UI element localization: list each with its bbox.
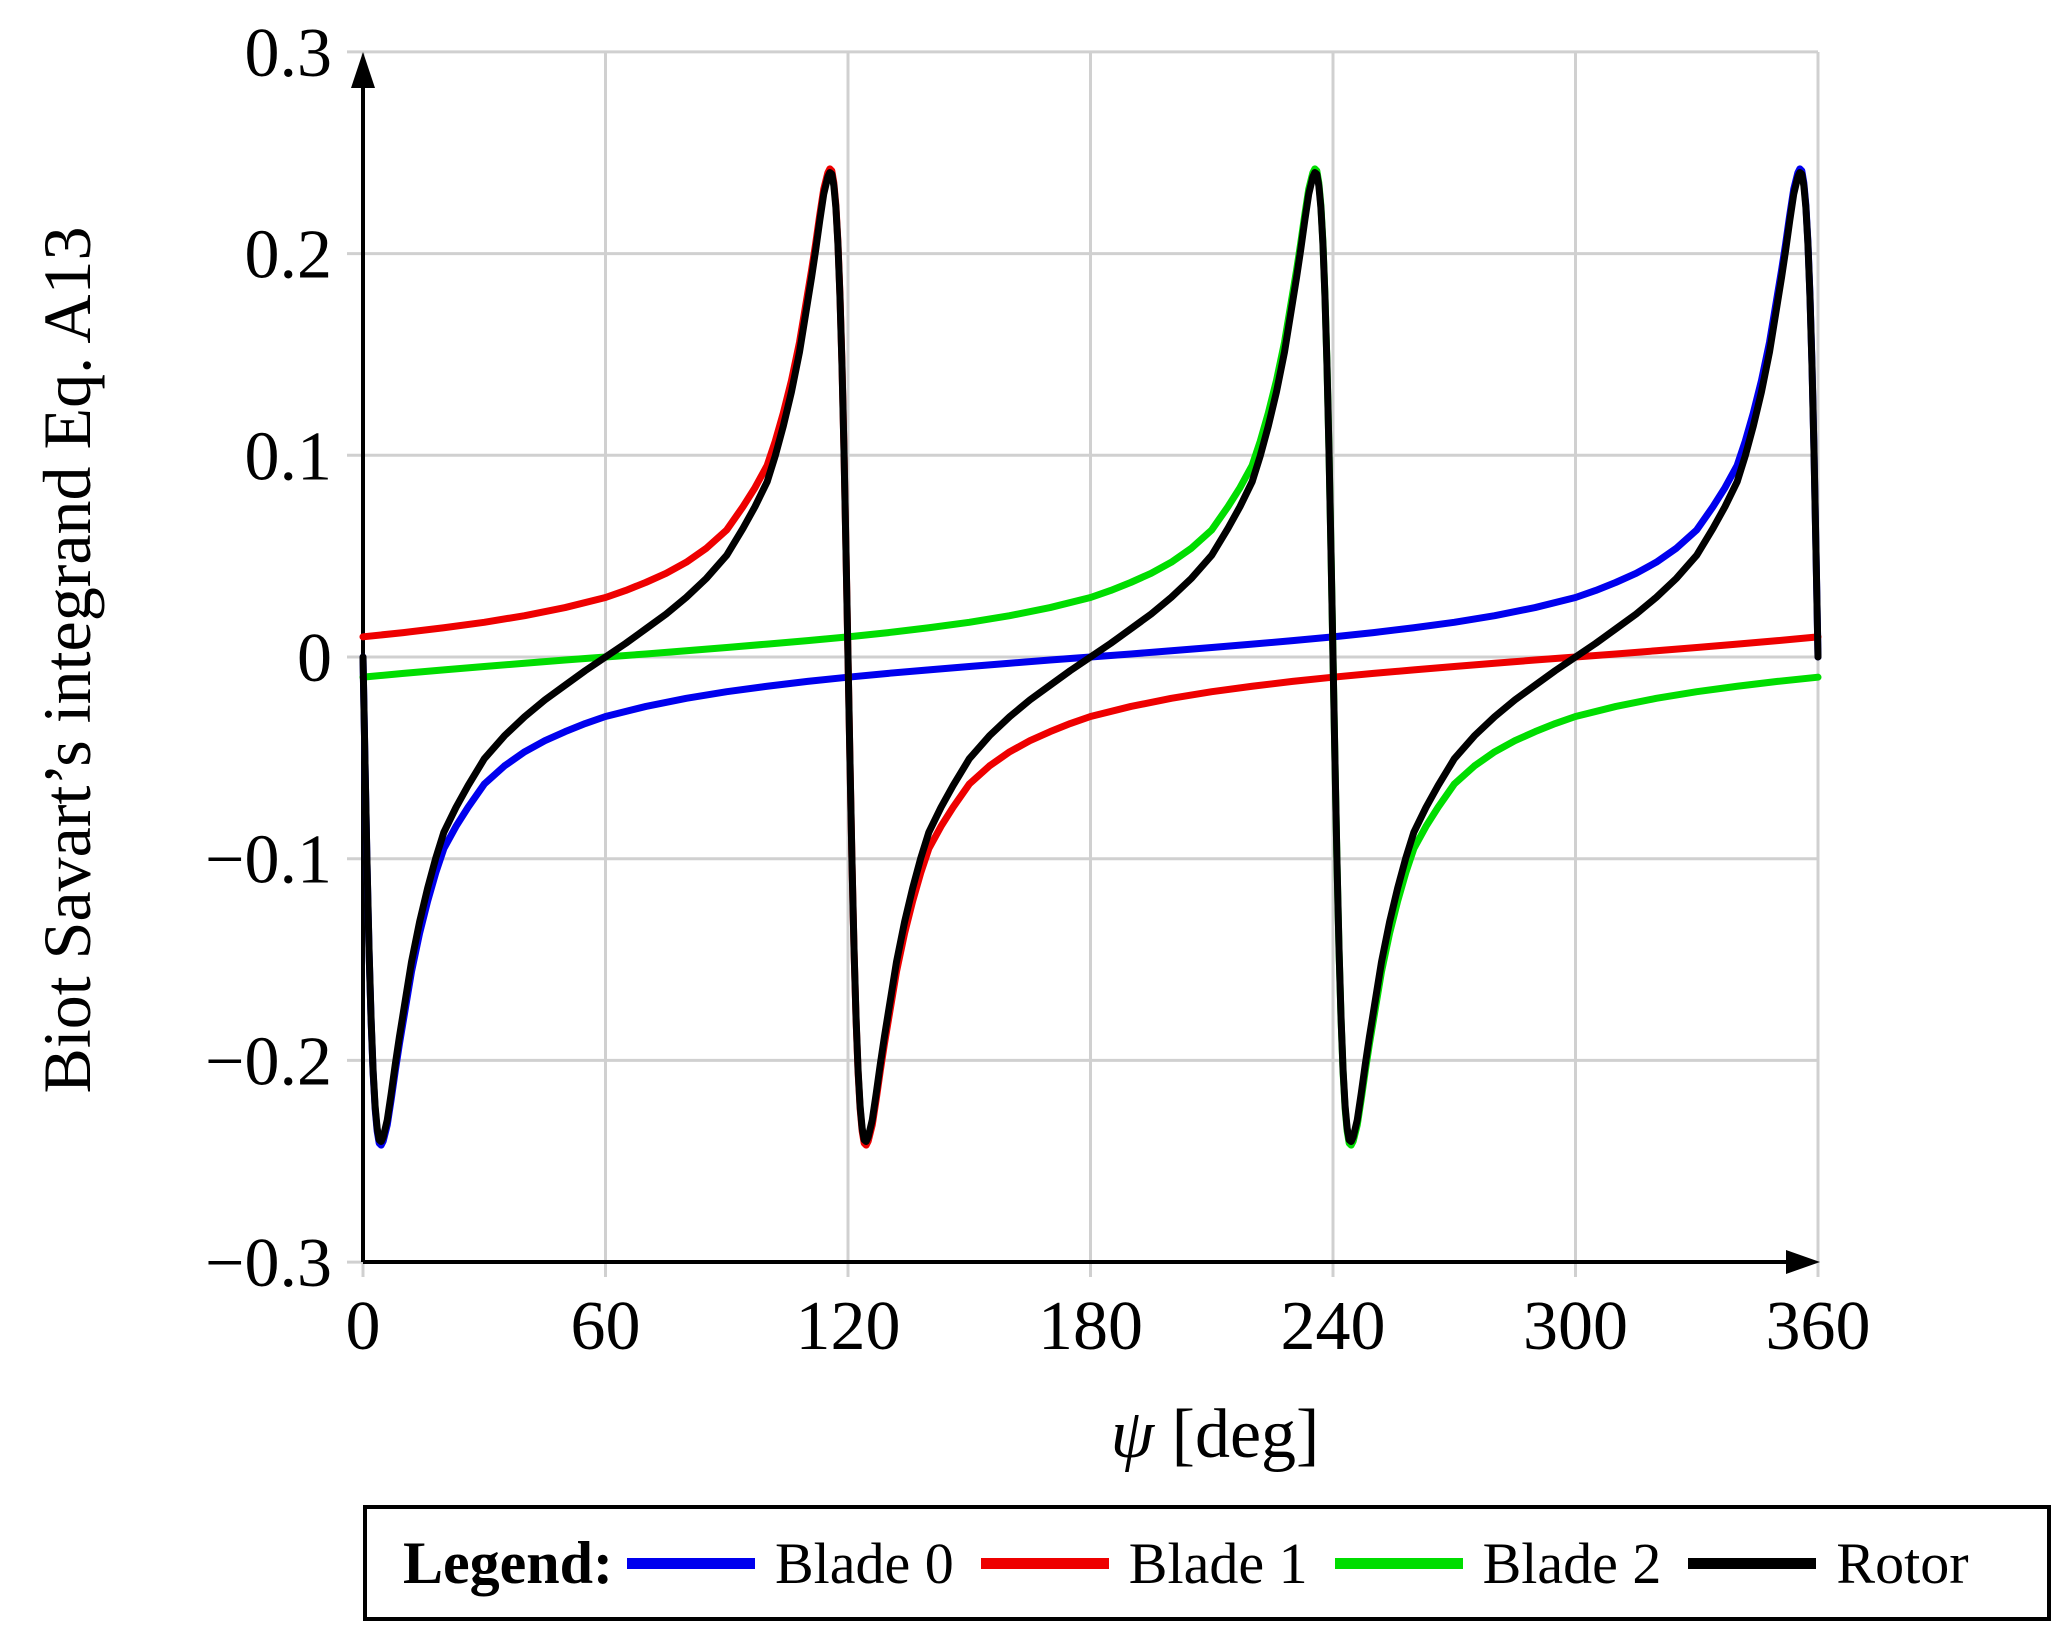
legend-line-sample [1334,1557,1463,1569]
y-tick-label: 0.2 [245,217,333,294]
y-tick-label: −0.3 [205,1225,332,1302]
legend-box: Legend: Blade 0 Blade 1 Blade 2 Rotor [363,1505,2051,1621]
series-line-rotor [359,169,1822,1145]
legend-item-label: Blade 2 [1482,1530,1662,1596]
y-axis-title: Biot Savart’s integrand Eq. A13 [29,227,105,1094]
legend-item-label: Rotor [1836,1530,1969,1596]
y-tick-label: −0.2 [205,1023,332,1100]
y-tick-label: −0.1 [205,822,332,899]
x-tick-label: 60 [571,1288,641,1365]
legend-item-label: Blade 1 [1128,1530,1308,1596]
x-tick-label: 120 [796,1288,901,1365]
x-tick-label: 360 [1766,1288,1871,1365]
legend-line-sample [627,1557,755,1569]
x-tick-label: 180 [1038,1288,1143,1365]
legend-item: Blade 0 [627,1530,954,1597]
legend-line-sample [980,1557,1109,1569]
legend-items: Blade 0 Blade 1 Blade 2 Rotor [627,1530,1969,1597]
y-tick-label: 0 [297,620,332,697]
x-tick-label: 300 [1523,1288,1628,1365]
legend-item-label: Blade 0 [775,1530,954,1596]
y-axis-arrowhead [351,52,375,88]
legend-item: Rotor [1688,1530,1969,1597]
x-axis-arrowhead [1786,1250,1820,1274]
legend-line-sample [1688,1557,1817,1569]
legend-title: Legend: [403,1529,613,1596]
x-tick-label: 0 [346,1288,381,1365]
legend-item: Blade 2 [1334,1530,1662,1597]
x-tick-label: 240 [1281,1288,1386,1365]
legend-item: Blade 1 [980,1530,1308,1597]
x-axis-title: ψ [deg] [1111,1396,1320,1473]
plot-svg: −0.3 −0.2 −0.1 0 0.1 0.2 0.3 0 60 120 180 240 300 360… [29,15,1871,1473]
y-tick-label: 0.1 [245,418,333,495]
y-tick-label: 0.3 [245,15,333,92]
